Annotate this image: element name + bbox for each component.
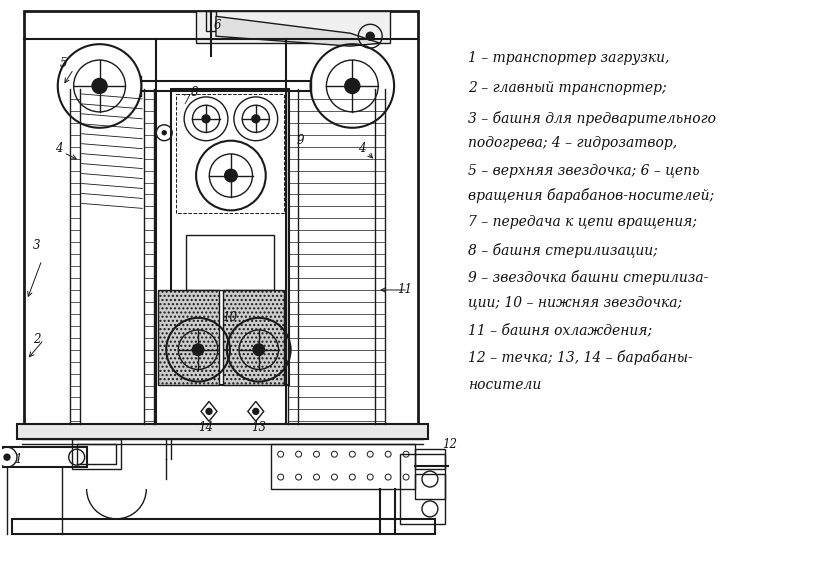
Bar bbox=[206, 11, 216, 31]
Text: 10: 10 bbox=[223, 311, 238, 324]
Text: 4: 4 bbox=[55, 142, 63, 155]
Text: 7 – передача к цепи вращения;: 7 – передача к цепи вращения; bbox=[468, 215, 696, 229]
Circle shape bbox=[253, 408, 259, 414]
Text: вращения барабанов-носителей;: вращения барабанов-носителей; bbox=[468, 189, 714, 204]
Text: 3 – башня для предварительного: 3 – башня для предварительного bbox=[468, 111, 716, 126]
Text: 11 – башня охлаждения;: 11 – башня охлаждения; bbox=[468, 323, 652, 337]
Bar bbox=[415, 449, 445, 469]
Polygon shape bbox=[216, 17, 380, 46]
Bar bbox=[0, 447, 87, 467]
Text: 6: 6 bbox=[214, 19, 221, 32]
Circle shape bbox=[253, 344, 264, 355]
Circle shape bbox=[206, 408, 212, 414]
Bar bbox=[271, 444, 415, 489]
Text: 9: 9 bbox=[297, 134, 304, 147]
Text: 7: 7 bbox=[183, 94, 190, 108]
Bar bbox=[77, 444, 117, 464]
Bar bbox=[17, 424, 428, 439]
Text: 3: 3 bbox=[33, 239, 41, 252]
Circle shape bbox=[366, 32, 374, 40]
Text: 9 – звездочка башни стерилиза-: 9 – звездочка башни стерилиза- bbox=[468, 270, 708, 285]
Circle shape bbox=[4, 454, 10, 460]
Text: 11: 11 bbox=[398, 284, 413, 296]
Text: ции; 10 – нижняя звездочка;: ции; 10 – нижняя звездочка; bbox=[468, 295, 682, 309]
Text: 5: 5 bbox=[60, 57, 68, 70]
Circle shape bbox=[344, 78, 359, 93]
Circle shape bbox=[252, 115, 259, 123]
Text: 8: 8 bbox=[190, 86, 198, 100]
Bar bbox=[171, 89, 289, 384]
Bar bbox=[196, 11, 390, 43]
Text: 1 – транспортер загрузки,: 1 – транспортер загрузки, bbox=[468, 51, 669, 65]
Bar bbox=[12, 519, 435, 534]
Bar bbox=[158, 290, 219, 384]
Text: 12 – течка; 13, 14 – барабаны-: 12 – течка; 13, 14 – барабаны- bbox=[468, 349, 692, 365]
Bar bbox=[400, 454, 445, 524]
Text: подогрева; 4 – гидрозатвор,: подогрева; 4 – гидрозатвор, bbox=[468, 136, 677, 150]
Bar bbox=[24, 11, 418, 424]
Bar bbox=[176, 94, 284, 213]
Text: 2: 2 bbox=[33, 333, 41, 346]
Text: 12: 12 bbox=[442, 438, 457, 451]
Text: 1: 1 bbox=[14, 452, 22, 466]
Bar bbox=[72, 439, 122, 469]
Text: 4: 4 bbox=[359, 142, 366, 155]
Circle shape bbox=[202, 115, 210, 123]
Bar bbox=[415, 474, 445, 499]
Circle shape bbox=[163, 131, 166, 135]
Text: 13: 13 bbox=[251, 421, 266, 434]
Text: носители: носители bbox=[468, 378, 541, 392]
Bar bbox=[186, 235, 274, 290]
Text: 14: 14 bbox=[198, 421, 214, 434]
Text: 8 – башня стерилизации;: 8 – башня стерилизации; bbox=[468, 243, 657, 258]
Circle shape bbox=[92, 78, 107, 93]
Circle shape bbox=[224, 169, 237, 182]
Text: 2 – главный транспортер;: 2 – главный транспортер; bbox=[468, 81, 666, 95]
Text: 5 – верхняя звездочка; 6 – цепь: 5 – верхняя звездочка; 6 – цепь bbox=[468, 164, 699, 177]
Circle shape bbox=[193, 344, 203, 355]
Bar bbox=[223, 290, 284, 384]
